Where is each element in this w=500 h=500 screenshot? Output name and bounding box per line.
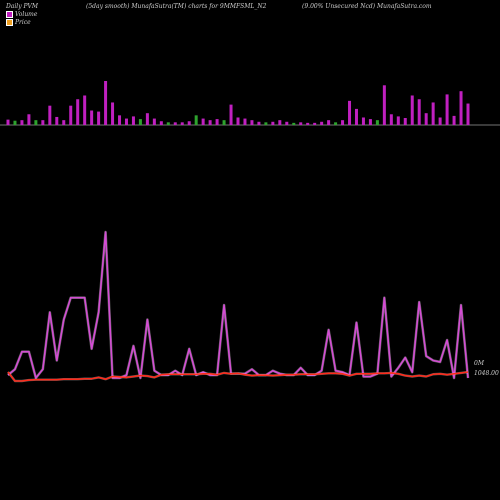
- volume-bar: [180, 122, 184, 125]
- volume-bar: [382, 85, 386, 125]
- volume-bar: [403, 118, 407, 125]
- volume-bar: [138, 119, 142, 125]
- volume-bar: [62, 120, 66, 125]
- price-line: [7, 371, 469, 382]
- volume-bar: [452, 115, 456, 125]
- volume-bar: [250, 120, 254, 125]
- volume-bar: [257, 121, 261, 125]
- volume-bar: [166, 122, 170, 125]
- volume-bar: [41, 120, 45, 125]
- volume-bar: [368, 119, 372, 125]
- volume-bar: [69, 105, 73, 125]
- volume-bar: [229, 104, 233, 125]
- volume-bar: [201, 118, 205, 125]
- volume-bar: [327, 120, 331, 125]
- volume-bar: [306, 122, 310, 125]
- volume-bar: [118, 115, 122, 125]
- volume-bar: [124, 118, 128, 125]
- volume-bar: [243, 118, 247, 125]
- volume-bar: [90, 110, 94, 125]
- volume-bar: [375, 120, 379, 125]
- pvm-line: [7, 231, 469, 379]
- volume-bar: [20, 120, 24, 125]
- volume-bar: [431, 102, 435, 125]
- volume-bar: [334, 122, 338, 125]
- volume-bar: [264, 122, 268, 125]
- volume-axis-label: 0M: [474, 360, 484, 367]
- volume-bar: [424, 113, 428, 125]
- volume-bar: [341, 120, 345, 125]
- volume-bar: [313, 122, 317, 125]
- volume-bar: [83, 95, 87, 125]
- volume-bar: [173, 122, 177, 125]
- legend-price-label: Price: [15, 19, 31, 26]
- legend-price: Price: [6, 19, 31, 26]
- volume-bar: [459, 91, 463, 125]
- volume-bar: [55, 116, 59, 125]
- volume-bar: [417, 99, 421, 125]
- legend-volume: Volume: [6, 11, 37, 18]
- volume-bar: [354, 108, 358, 125]
- volume-bar: [76, 99, 80, 125]
- volume-bar: [348, 100, 352, 125]
- volume-bar: [187, 121, 191, 125]
- legend-volume-swatch: [6, 11, 13, 18]
- volume-bar: [278, 120, 282, 125]
- price-axis-label: 1048.00: [474, 370, 499, 377]
- header-center-left: (5day smooth) MunafaSutra(TM) charts for…: [86, 3, 267, 10]
- volume-bar: [445, 94, 449, 125]
- volume-bar: [410, 95, 414, 125]
- volume-bar: [285, 121, 289, 125]
- volume-bar: [27, 114, 31, 125]
- volume-bar: [6, 119, 10, 125]
- volume-bar: [111, 102, 115, 125]
- volume-bar: [194, 115, 198, 125]
- volume-bar: [48, 105, 52, 125]
- volume-bar: [152, 118, 156, 125]
- volume-bar: [320, 121, 324, 125]
- legend-volume-label: Volume: [15, 11, 38, 18]
- volume-bar: [438, 117, 442, 125]
- pvm-line-glow: [7, 230, 470, 380]
- volume-bar: [466, 103, 470, 125]
- volume-bar: [292, 122, 296, 125]
- volume-bar: [208, 120, 212, 125]
- volume-bar: [236, 117, 240, 125]
- volume-bar: [299, 122, 303, 125]
- volume-bar: [396, 116, 400, 125]
- header-center-right: (9.00% Unsecured Ncd) MunafaSutra.com: [302, 3, 432, 10]
- volume-bar: [145, 113, 149, 125]
- volume-bar: [13, 120, 17, 125]
- header-left: Daily PVM: [6, 3, 39, 10]
- volume-bar: [271, 121, 275, 125]
- volume-bar: [97, 111, 101, 125]
- volume-bar: [159, 121, 163, 125]
- volume-bar: [361, 117, 365, 125]
- legend-price-swatch: [6, 19, 13, 26]
- volume-bar: [131, 116, 135, 125]
- volume-bar: [389, 114, 393, 125]
- volume-bar: [215, 119, 219, 125]
- volume-bar: [34, 120, 38, 125]
- volume-bar: [222, 120, 226, 125]
- volume-bar: [104, 81, 108, 125]
